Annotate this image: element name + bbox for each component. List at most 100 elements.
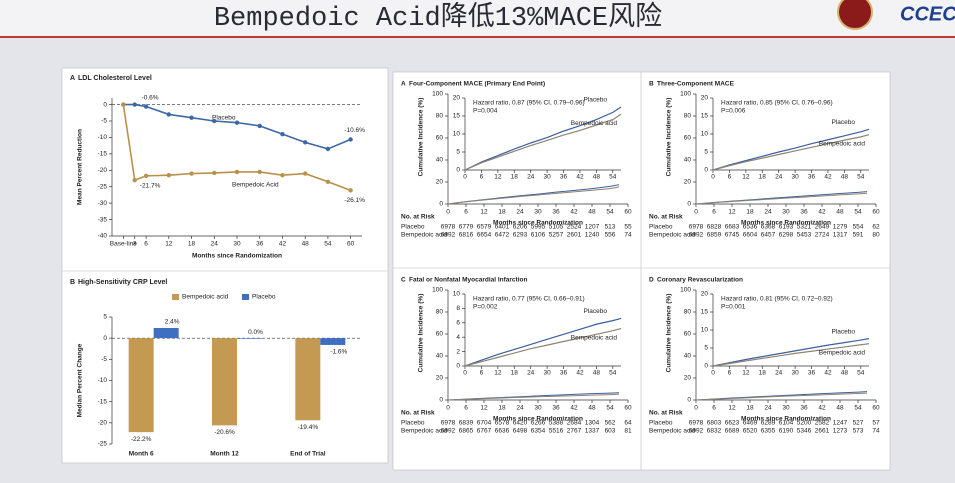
y-tick-label: -25 <box>98 441 108 448</box>
logo-text: CCEC <box>900 3 955 25</box>
table-cell: 603 <box>605 428 616 435</box>
data-point <box>189 115 194 120</box>
y-tick-label: 0 <box>687 201 691 208</box>
y-tick-label: 0 <box>103 101 107 108</box>
legend-swatch <box>172 294 179 300</box>
series-line <box>464 106 622 171</box>
panel-title: Coronary Revascularization <box>657 277 743 284</box>
inset-x-tick-label: 36 <box>560 174 568 181</box>
panel-title: High-Sensitivity CRP Level <box>78 279 167 286</box>
y-axis-label: Cumulative Incidence (%) <box>418 294 425 373</box>
table-row-label: Bempedoic acid <box>649 428 696 435</box>
x-tick-label: 42 <box>279 241 287 248</box>
table-cell: 6579 <box>477 224 492 231</box>
inset-y-tick-label: 15 <box>701 309 709 316</box>
series-line <box>464 113 622 171</box>
x-axis-label: Months since Randomization <box>741 220 831 227</box>
inset-y-tick-label: 20 <box>453 95 461 102</box>
table-cell: 513 <box>605 224 616 231</box>
y-tick-label: -15 <box>98 151 108 158</box>
table-cell: 6368 <box>761 224 776 231</box>
x-tick-label: 24 <box>516 209 524 216</box>
y-axis-label: Cumulative Incidence (%) <box>418 98 425 177</box>
x-tick-label: 0 <box>694 405 698 412</box>
y-tick-label: 0 <box>103 335 107 342</box>
x-tick-label: 42 <box>818 405 826 412</box>
y-tick-label: 100 <box>680 91 691 98</box>
inset-x-tick-label: 24 <box>775 370 783 377</box>
right-panel <box>392 71 891 471</box>
inset-x-tick-label: 30 <box>791 174 799 181</box>
inset-x-tick-label: 12 <box>494 174 502 181</box>
table-cell: 6978 <box>441 224 456 231</box>
table-cell: 6401 <box>495 224 510 231</box>
data-point <box>302 171 308 176</box>
y-tick-label: 20 <box>436 179 444 186</box>
x-tick-label: 18 <box>188 241 196 248</box>
table-cell: 1247 <box>833 420 848 427</box>
table-cell: 6745 <box>725 232 740 239</box>
table-cell: 2649 <box>815 224 830 231</box>
data-point <box>166 112 172 117</box>
data-label: -19.4% <box>298 424 319 431</box>
annotation: Hazard ratio, 0.81 (95% CI, 0.72–0.92) <box>721 296 833 303</box>
data-point <box>143 104 149 109</box>
y-tick-label: 60 <box>436 331 444 338</box>
y-tick-label: 60 <box>684 135 692 142</box>
bar <box>128 338 154 433</box>
table-cell: 6354 <box>531 428 546 435</box>
data-point <box>348 188 353 193</box>
slide-title: Bempedoic Acid降低13%MACE风险 <box>214 1 662 34</box>
inset-x-tick-label: 42 <box>824 174 832 181</box>
table-cell: 6654 <box>477 232 492 239</box>
inset-y-tick-label: 0 <box>456 167 460 174</box>
inset-x-tick-label: 30 <box>543 174 551 181</box>
inset-x-tick-label: 12 <box>742 370 750 377</box>
y-tick-label: 40 <box>684 157 692 164</box>
table-cell: 2684 <box>567 420 582 427</box>
data-point <box>280 131 285 137</box>
inset-y-tick-label: 15 <box>701 113 709 120</box>
table-cell: 5105 <box>549 224 564 231</box>
annotation: Hazard ratio, 0.77 (95% CI, 0.66–0.91) <box>473 296 585 303</box>
data-label: -0.6% <box>142 94 159 101</box>
x-axis-label: Months since Randomization <box>493 416 583 423</box>
table-cell: 6623 <box>725 420 740 427</box>
x-tick-label: 6 <box>712 209 716 216</box>
title-bar <box>0 0 955 36</box>
table-cell: 6828 <box>707 224 722 231</box>
x-tick-label: 30 <box>233 241 241 248</box>
x-tick-label: 48 <box>588 209 596 216</box>
data-point <box>234 169 240 175</box>
series-label: Placebo <box>584 308 608 315</box>
table-cell: 6767 <box>477 428 492 435</box>
series-label: Bempedoic acid <box>819 140 866 147</box>
x-tick-label: 54 <box>324 241 332 248</box>
inset-y-tick-label: 10 <box>701 131 709 138</box>
table-title: No. at Risk <box>649 214 683 221</box>
x-tick-label: 36 <box>552 405 560 412</box>
panel-letter: B <box>649 81 654 88</box>
y-tick-label: 60 <box>436 135 444 142</box>
table-cell: 6206 <box>513 224 528 231</box>
x-tick-label: 48 <box>836 405 844 412</box>
table-cell: 6636 <box>495 428 510 435</box>
x-tick-label: 12 <box>165 241 173 248</box>
annotation: P=0.002 <box>473 304 498 311</box>
table-cell: 5346 <box>797 428 812 435</box>
table-cell: 6293 <box>513 232 528 239</box>
y-tick-label: -40 <box>98 233 108 240</box>
data-point <box>166 173 172 178</box>
table-cell: 6832 <box>707 428 722 435</box>
series-label: Placebo <box>212 115 236 122</box>
table-cell: 80 <box>872 232 880 239</box>
y-tick-label: 20 <box>684 179 692 186</box>
table-cell: 6104 <box>779 420 794 427</box>
inset-x-tick-label: 30 <box>791 370 799 377</box>
y-tick-label: 0 <box>439 397 443 404</box>
legend-swatch <box>242 294 249 300</box>
table-cell: 6978 <box>689 224 704 231</box>
panel-title: Fatal or Nonfatal Myocardial Infarction <box>409 277 527 284</box>
x-tick-label: 18 <box>498 405 506 412</box>
table-cell: 55 <box>624 224 632 231</box>
